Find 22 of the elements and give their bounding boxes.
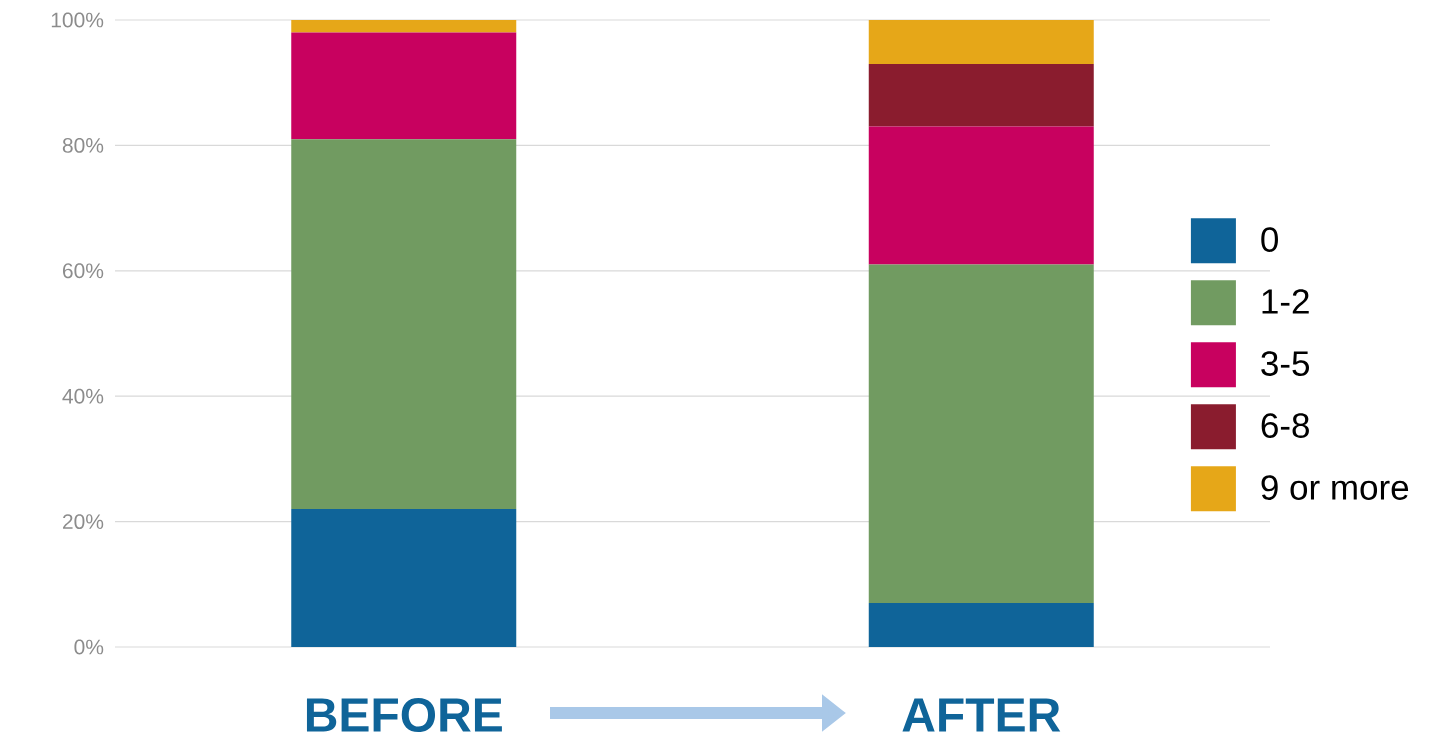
y-tick-label: 20% bbox=[62, 514, 104, 530]
y-tick-label: 0% bbox=[74, 639, 104, 655]
bar bbox=[868, 19, 1094, 64]
y-tick-label: 60% bbox=[62, 263, 104, 279]
legend-label: 1-2 bbox=[1262, 289, 1309, 314]
legend-label: 0 bbox=[1261, 227, 1278, 252]
bar bbox=[868, 603, 1094, 647]
x-tick-label: AFTER bbox=[902, 698, 1061, 732]
bar bbox=[868, 63, 1094, 127]
y-tick-label: 80% bbox=[62, 137, 104, 153]
bar bbox=[291, 139, 517, 510]
bar bbox=[291, 509, 517, 647]
legend-label: 3-5 bbox=[1261, 351, 1310, 376]
legend-label: 6-8 bbox=[1261, 413, 1309, 438]
legend-label: 9 or more bbox=[1261, 475, 1409, 500]
x-tick-label: BEFORE bbox=[306, 697, 502, 732]
y-tick-label: 100% bbox=[51, 12, 104, 28]
bar bbox=[291, 32, 517, 140]
y-tick-label: 40% bbox=[62, 388, 104, 404]
bar bbox=[868, 126, 1094, 265]
bar bbox=[868, 264, 1094, 604]
bar bbox=[291, 19, 517, 33]
